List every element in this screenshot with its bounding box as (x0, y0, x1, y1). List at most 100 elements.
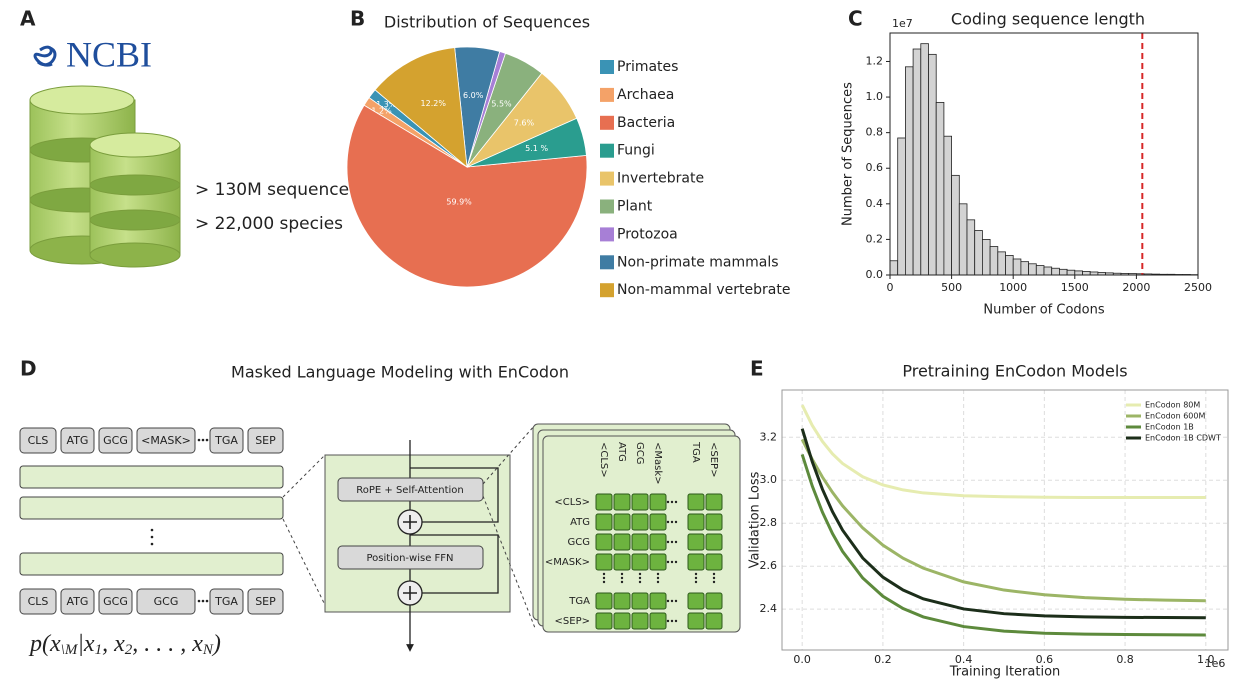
y-tick-label: 1.2 (866, 54, 884, 67)
legend-label: Non-primate mammals (617, 254, 779, 270)
residual (410, 467, 499, 523)
hist-bar (958, 203, 968, 276)
x-tick-label: 0.2 (874, 653, 892, 666)
attention-cell (649, 513, 667, 531)
y-tick-label: 0.6 (866, 161, 884, 174)
token-label: <MASK> (141, 434, 191, 447)
legend-label: Primates (617, 59, 678, 75)
attention-cell (613, 592, 631, 610)
ellipsis-dot (670, 500, 674, 504)
slice-label: 1.3% (376, 100, 397, 109)
hist-bar (897, 137, 906, 276)
axes-frame (889, 32, 1199, 276)
attention-cell (631, 553, 649, 571)
token-label: GCG (103, 434, 128, 447)
zoom-line (282, 518, 326, 606)
attention-cell (595, 513, 613, 531)
x-tick-label: 500 (941, 281, 962, 294)
x-tick-label: 2500 (1184, 281, 1212, 294)
ellipsis-dot (674, 560, 678, 564)
legend-swatch (600, 87, 614, 102)
formula-part: \M (61, 642, 79, 658)
x-tick-label: 1500 (1061, 281, 1089, 294)
attention-cell (631, 493, 649, 511)
y-axis-label: Validation Loss (748, 471, 763, 568)
legend-label: Bacteria (617, 115, 675, 131)
hist-bar (974, 230, 983, 276)
column-label: <Mask> (652, 442, 663, 485)
ellipsis-dot (150, 542, 154, 546)
column-label: GCG (634, 442, 645, 464)
ellipsis-dot (666, 520, 670, 524)
slice-label: 7.6% (514, 118, 535, 127)
y-tick-label: 3.2 (760, 430, 778, 443)
x-axis-label: Training Iteration (949, 665, 1061, 680)
line-series (800, 454, 1206, 637)
ellipsis-dot (670, 560, 674, 564)
ellipsis-dot (674, 619, 678, 623)
formula-part: |x (77, 631, 95, 657)
token-box (136, 588, 196, 615)
y-tick-label: 3.0 (760, 473, 778, 486)
hist-bar (943, 135, 953, 276)
pie-slice (346, 104, 588, 288)
slice-label: 59.9% (446, 198, 472, 207)
ellipsis-dot (674, 599, 678, 603)
ellipsis-dot (150, 528, 154, 532)
ellipsis-dot (666, 540, 670, 544)
legend-swatch (600, 143, 614, 158)
ellipsis-dot (694, 576, 698, 580)
x-tick-label: 1.0 (1197, 653, 1215, 666)
x-tick-label: 0.4 (955, 653, 973, 666)
slice-label: 12.2% (421, 99, 447, 108)
line-series (800, 438, 1206, 603)
legend-swatch (600, 199, 614, 214)
y-tick-label: 2.4 (760, 602, 778, 615)
token-label: TGA (214, 434, 238, 447)
ellipsis-dot (674, 500, 678, 504)
y-tick-label: 0.0 (866, 268, 884, 281)
attention-cell (649, 592, 667, 610)
ellipsis-dot (656, 572, 660, 576)
legend-label: Fungi (617, 143, 655, 159)
ncbi-logo: NCBI (66, 34, 152, 74)
attention-cell (595, 553, 613, 571)
panel-label: E (750, 357, 764, 381)
column-label: TGA (690, 441, 701, 463)
hist-bar (1051, 267, 1060, 276)
token-box (209, 427, 244, 454)
attention-cell (595, 493, 613, 511)
column-label: <SEP> (708, 442, 719, 477)
hist-bar (1012, 258, 1022, 276)
hidden-state (19, 552, 284, 576)
ellipsis-dot (712, 576, 716, 580)
attention-cell (613, 493, 631, 511)
ellipsis-dot (197, 599, 201, 603)
x-tick-label: 1000 (999, 281, 1027, 294)
chart-title: Distribution of Sequences (384, 13, 590, 32)
row-label: <MASK> (545, 557, 590, 568)
hist-bar (1043, 266, 1053, 276)
slice-label: 6.0% (463, 91, 484, 100)
token-box (98, 588, 133, 615)
token-box (60, 427, 95, 454)
hist-bar (1020, 261, 1030, 276)
attention-cell (613, 533, 631, 551)
token-box (19, 427, 57, 454)
ellipsis-dot (620, 576, 624, 580)
panel-label: A (20, 7, 36, 31)
token-label: ATG (67, 434, 89, 447)
hist-bar (912, 48, 922, 276)
y-tick-label: 2.6 (760, 559, 778, 572)
legend-swatch (600, 227, 614, 242)
ellipsis-dot (638, 580, 642, 584)
token-label: SEP (255, 595, 276, 608)
zoom-line (482, 424, 536, 485)
token-label: SEP (255, 434, 276, 447)
ellipsis-dot (712, 580, 716, 584)
attention-cell (687, 533, 705, 551)
slice-label: 5.5% (491, 99, 512, 108)
ellipsis-dot (666, 560, 670, 564)
hist-bar (1028, 263, 1037, 276)
formula-part: ) (211, 631, 221, 657)
